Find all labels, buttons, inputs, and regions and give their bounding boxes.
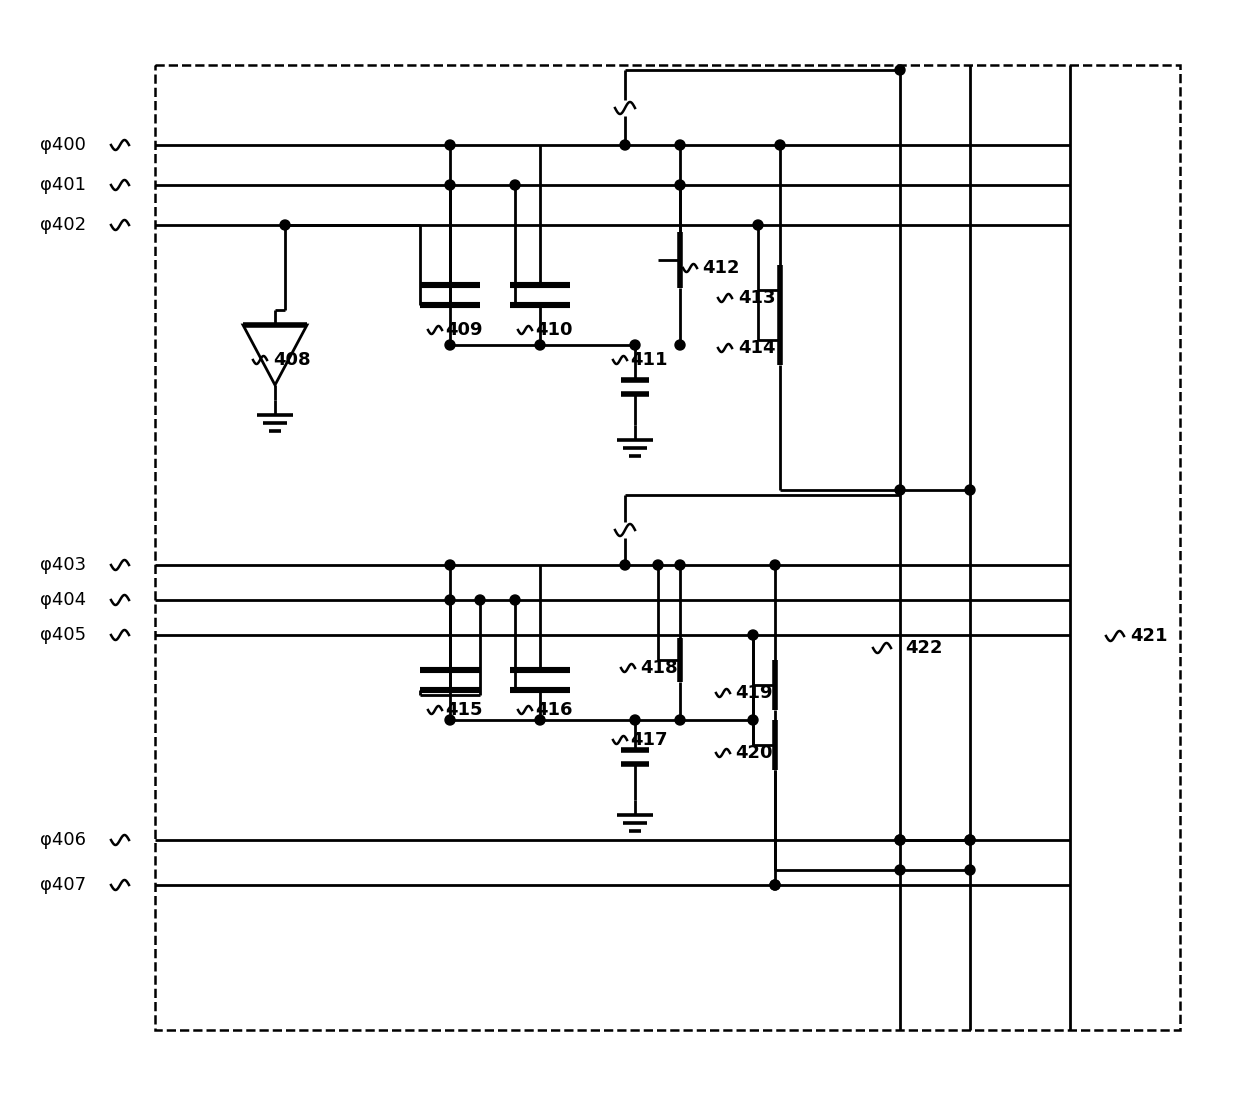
Circle shape <box>675 180 684 191</box>
Circle shape <box>895 835 905 845</box>
Circle shape <box>770 880 780 890</box>
Text: φ404: φ404 <box>40 591 86 609</box>
Circle shape <box>445 715 455 725</box>
Text: 421: 421 <box>1130 627 1168 645</box>
Circle shape <box>753 220 763 230</box>
Circle shape <box>675 560 684 570</box>
Circle shape <box>748 630 758 639</box>
Text: 409: 409 <box>445 321 482 339</box>
Text: 422: 422 <box>905 639 942 657</box>
Text: 412: 412 <box>702 260 739 277</box>
Circle shape <box>675 715 684 725</box>
Circle shape <box>445 560 455 570</box>
Text: 414: 414 <box>738 339 775 357</box>
Text: 413: 413 <box>738 289 775 307</box>
Circle shape <box>965 835 975 845</box>
Text: 410: 410 <box>534 321 573 339</box>
Text: 417: 417 <box>630 731 667 749</box>
Circle shape <box>770 880 780 890</box>
Circle shape <box>445 180 455 191</box>
Circle shape <box>895 835 905 845</box>
Circle shape <box>965 835 975 845</box>
Circle shape <box>748 715 758 725</box>
Circle shape <box>965 865 975 875</box>
Circle shape <box>770 560 780 570</box>
Circle shape <box>965 485 975 495</box>
Text: 420: 420 <box>735 744 773 762</box>
Circle shape <box>534 341 546 350</box>
Circle shape <box>653 560 663 570</box>
Circle shape <box>510 180 520 191</box>
Text: 415: 415 <box>445 701 482 719</box>
Text: φ405: φ405 <box>40 626 86 644</box>
Circle shape <box>775 140 785 150</box>
Text: φ406: φ406 <box>40 831 86 849</box>
Circle shape <box>475 595 485 606</box>
Text: φ400: φ400 <box>40 136 86 154</box>
Text: 416: 416 <box>534 701 573 719</box>
Circle shape <box>675 140 684 150</box>
Circle shape <box>534 715 546 725</box>
Text: 408: 408 <box>273 351 311 369</box>
Circle shape <box>620 140 630 150</box>
Circle shape <box>445 140 455 150</box>
Circle shape <box>675 341 684 350</box>
Circle shape <box>895 865 905 875</box>
Circle shape <box>630 715 640 725</box>
Text: φ403: φ403 <box>40 556 86 574</box>
Text: 418: 418 <box>640 659 677 677</box>
Circle shape <box>280 220 290 230</box>
Text: 419: 419 <box>735 684 773 702</box>
Circle shape <box>630 341 640 350</box>
Text: φ401: φ401 <box>40 176 86 194</box>
Circle shape <box>510 595 520 606</box>
Circle shape <box>620 560 630 570</box>
Text: φ407: φ407 <box>40 876 86 894</box>
Text: φ402: φ402 <box>40 216 86 234</box>
Circle shape <box>445 595 455 606</box>
Text: 411: 411 <box>630 351 667 369</box>
Bar <box>155 65 1180 1030</box>
Circle shape <box>445 341 455 350</box>
Circle shape <box>895 485 905 495</box>
Circle shape <box>895 65 905 74</box>
